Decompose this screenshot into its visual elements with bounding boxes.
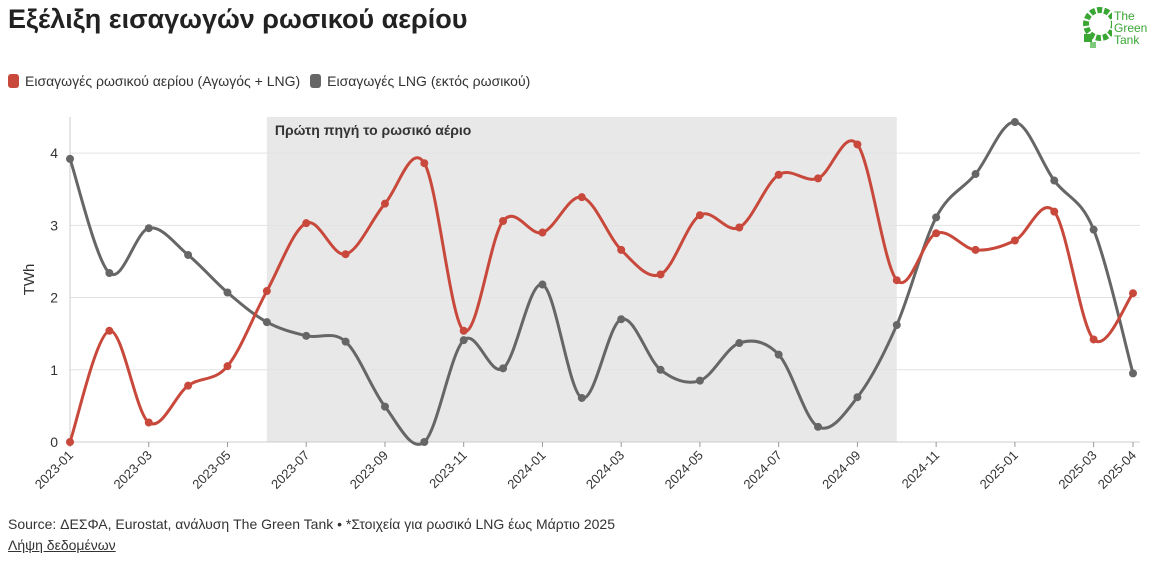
y-tick-label: 1 <box>50 362 58 378</box>
data-point <box>1010 236 1019 245</box>
data-point <box>262 287 271 296</box>
data-point <box>66 154 74 163</box>
data-point <box>499 364 508 373</box>
data-point <box>499 217 508 225</box>
x-tick-label: 2024-05 <box>662 448 706 492</box>
data-point <box>380 402 389 411</box>
data-point <box>66 438 74 446</box>
data-point <box>695 376 704 385</box>
data-point <box>853 393 862 402</box>
series-group-0 <box>66 139 1137 446</box>
data-point <box>1089 225 1098 234</box>
x-tick-label: 2023-09 <box>347 448 391 492</box>
data-point <box>577 193 586 202</box>
y-tick-label: 3 <box>50 217 58 233</box>
data-point <box>735 223 744 232</box>
data-point <box>459 336 468 345</box>
series-group-1 <box>66 118 1137 446</box>
data-point <box>853 140 862 149</box>
annotation-label: Πρώτη πηγή το ρωσικό αέριο <box>275 122 471 138</box>
data-point <box>184 250 193 259</box>
data-point <box>617 315 626 324</box>
data-point <box>932 229 941 238</box>
data-point <box>341 337 350 346</box>
x-tick-label: 2024-03 <box>583 448 627 492</box>
data-point <box>341 250 350 259</box>
logo-line-2: Green <box>1114 21 1148 35</box>
data-point <box>1010 118 1019 127</box>
legend-label-russian-gas: Εισαγωγές ρωσικού αερίου (Αγωγός + LNG) <box>25 73 301 89</box>
data-point <box>971 245 980 254</box>
x-tick-label: 2023-05 <box>189 448 233 492</box>
x-tick-label: 2024-11 <box>899 448 943 492</box>
legend-label-lng: Εισαγωγές LNG (εκτός ρωσικού) <box>327 73 531 89</box>
data-point <box>656 270 665 279</box>
y-tick-label: 0 <box>50 434 58 450</box>
x-tick-label: 2024-01 <box>504 448 548 492</box>
data-point <box>656 365 665 374</box>
data-point <box>105 326 114 335</box>
x-tick-label: 2023-01 <box>32 448 76 492</box>
legend-swatch-lng <box>310 74 322 88</box>
data-point <box>577 393 586 402</box>
data-point <box>1129 289 1137 298</box>
logo-line-1: The <box>1114 9 1135 23</box>
data-point <box>1129 369 1137 378</box>
data-point <box>774 350 783 359</box>
data-point <box>538 280 547 289</box>
annotation-band <box>266 117 897 442</box>
x-tick-label: 2024-09 <box>819 448 863 492</box>
legend-item-russian-gas[interactable]: Εισαγωγές ρωσικού αερίου (Αγωγός + LNG) <box>8 73 300 89</box>
legend: Εισαγωγές ρωσικού αερίου (Αγωγός + LNG) … <box>8 73 540 89</box>
x-tick-label: 2023-03 <box>111 448 155 492</box>
data-point <box>1089 335 1098 344</box>
green-tank-logo: The Green Tank <box>1082 6 1150 56</box>
x-tick-label: 2025-03 <box>1055 448 1099 492</box>
data-point <box>302 331 311 340</box>
x-tick-label: 2023-07 <box>268 448 312 492</box>
data-point <box>302 219 311 228</box>
legend-item-lng[interactable]: Εισαγωγές LNG (εκτός ρωσικού) <box>310 73 530 89</box>
data-point <box>892 276 901 285</box>
legend-swatch-russian-gas <box>8 74 19 88</box>
line-chart: Πρώτη πηγή το ρωσικό αέριο 0 1 2 3 4 TWh 2023-0… <box>21 117 1140 492</box>
data-point <box>538 228 547 237</box>
data-point <box>223 288 232 297</box>
data-point <box>932 213 941 222</box>
x-tick-label: 2025-01 <box>977 448 1021 492</box>
data-point <box>459 326 468 335</box>
data-point <box>105 269 114 277</box>
logo-line-3: Tank <box>1114 33 1140 47</box>
data-point <box>1050 207 1059 216</box>
data-point <box>971 170 980 179</box>
source-note: Source: ΔΕΣΦΑ, Eurostat, ανάλυση The Gre… <box>8 516 615 532</box>
series-line-1 <box>68 120 1135 446</box>
data-point <box>814 422 823 431</box>
chart-title: Εξέλιξη εισαγωγών ρωσικού αερίου <box>8 4 468 34</box>
y-axis-label: TWh <box>21 264 38 296</box>
data-point <box>420 159 429 168</box>
data-point <box>420 438 429 446</box>
x-tick-label: 2024-07 <box>740 448 784 492</box>
data-point <box>814 174 823 183</box>
x-tick-label: 2023-11 <box>426 448 470 492</box>
download-data-link[interactable]: Λήψη δεδομένων <box>8 537 116 553</box>
data-point <box>144 224 153 233</box>
y-tick-label: 2 <box>50 290 58 306</box>
data-point <box>144 418 153 427</box>
y-tick-label: 4 <box>50 145 58 161</box>
logo-text: The Green Tank <box>1114 10 1147 46</box>
x-tick-label: 2025-04 <box>1095 448 1139 492</box>
data-point <box>262 318 271 327</box>
data-point <box>735 339 744 348</box>
data-point <box>223 362 232 371</box>
data-point <box>380 199 389 208</box>
data-point <box>617 245 626 254</box>
data-point <box>892 321 901 329</box>
data-point <box>774 170 783 179</box>
data-point <box>184 381 193 390</box>
data-point <box>1050 176 1059 185</box>
data-point <box>695 211 704 220</box>
